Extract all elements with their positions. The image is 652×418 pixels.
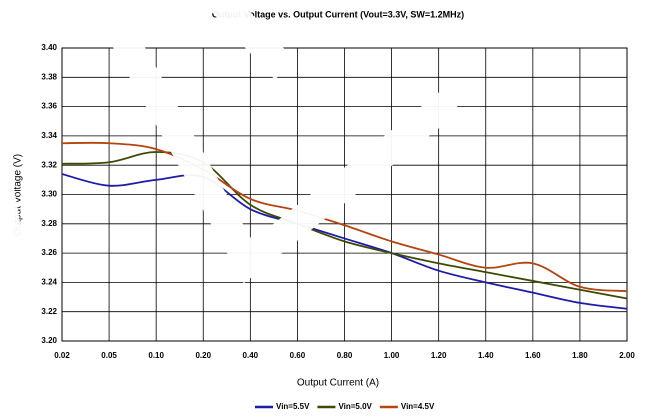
x-tick-label: 0.40 (243, 351, 259, 360)
y-tick-label: 3.38 (41, 72, 57, 81)
x-tick-label: 0.80 (337, 351, 353, 360)
y-tick-label: 3.40 (41, 43, 57, 52)
x-tick-label: 1.20 (431, 351, 447, 360)
y-tick-label: 3.32 (41, 160, 57, 169)
x-tick-label: 1.80 (572, 351, 588, 360)
x-tick-label: 2.00 (619, 351, 635, 360)
watermark-stroke (87, 0, 461, 284)
y-axis-label: Output Voltage (V) (13, 154, 24, 236)
watermark-stroke (0, 157, 54, 418)
x-tick-label: 0.20 (195, 351, 211, 360)
y-tick-label: 3.26 (41, 248, 57, 257)
x-tick-label: 0.10 (148, 351, 164, 360)
y-tick-label: 3.30 (41, 190, 57, 199)
legend-label: Vin=5.5V (276, 402, 310, 411)
y-tick-label: 3.36 (41, 102, 57, 111)
legend-label: Vin=5.0V (338, 402, 372, 411)
y-tick-label: 3.34 (41, 131, 57, 140)
series-line (61, 141, 628, 293)
x-axis-label: Output Current (A) (297, 378, 379, 389)
series-line (61, 173, 628, 310)
x-tick-label: 1.40 (478, 351, 494, 360)
y-tick-label: 3.22 (41, 307, 57, 316)
y-tick-label: 3.20 (41, 336, 57, 345)
x-tick-label: 0.05 (101, 351, 117, 360)
x-tick-label: 0.60 (290, 351, 306, 360)
x-tick-label: 1.00 (384, 351, 400, 360)
series-line (61, 151, 628, 300)
y-tick-label: 3.24 (41, 278, 57, 287)
watermark (0, 0, 452, 418)
y-tick-label: 3.28 (41, 219, 57, 228)
x-tick-label: 0.02 (54, 351, 70, 360)
legend-label: Vin=4.5V (401, 402, 435, 411)
watermark-stroke (204, 0, 296, 80)
x-tick-label: 1.60 (525, 351, 541, 360)
chart-title: Output Voltage vs. Output Current (Vout=… (212, 9, 464, 19)
